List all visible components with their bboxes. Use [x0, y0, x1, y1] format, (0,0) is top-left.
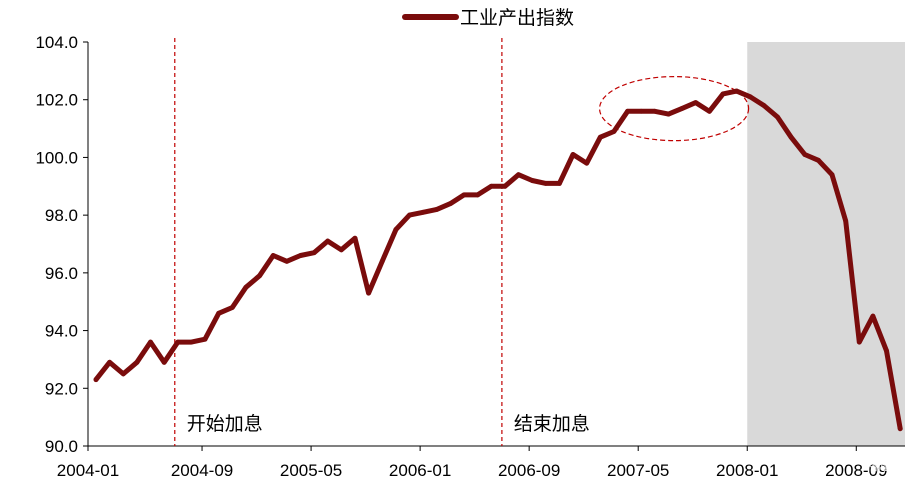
- data-point: [407, 212, 412, 218]
- data-point: [529, 178, 535, 183]
- y-tick-label: 94.0: [45, 322, 78, 341]
- data-point: [311, 250, 317, 256]
- data-point: [570, 152, 576, 157]
- data-point: [652, 108, 658, 114]
- data-point: [843, 218, 849, 224]
- y-tick-label: 102.0: [35, 91, 78, 110]
- data-point: [352, 235, 358, 241]
- data-point: [461, 192, 467, 198]
- recession-shading: [747, 42, 905, 446]
- legend-label: 工业产出指数: [460, 7, 574, 29]
- y-tick-label: 90.0: [45, 437, 78, 456]
- x-tick-label: 2008-01: [716, 461, 778, 480]
- data-point: [298, 253, 303, 258]
- y-tick-label: 92.0: [45, 379, 78, 398]
- data-point: [447, 201, 453, 207]
- y-tick-label: 96.0: [45, 264, 78, 283]
- data-point: [666, 111, 671, 117]
- x-tick-label: 2006-09: [498, 461, 560, 480]
- data-point: [93, 377, 99, 383]
- series-layer: [93, 88, 903, 432]
- data-point: [557, 181, 562, 186]
- data-point: [420, 209, 426, 215]
- data-point: [516, 172, 521, 178]
- data-point: [134, 359, 140, 365]
- data-point: [257, 273, 262, 279]
- axes-layer: 90.0 92.0 94.0 96.0 98.0 100.0 102.0 104.0 2004-…: [35, 33, 905, 480]
- rate-hike-marker-label: 开始加息: [187, 413, 263, 435]
- data-point: [693, 100, 699, 105]
- data-point: [584, 160, 590, 166]
- highlight-ellipse: [598, 75, 750, 142]
- data-point: [611, 129, 617, 134]
- data-point: [870, 313, 876, 319]
- rate-hike-marker-label: 结束加息: [514, 413, 590, 435]
- data-point: [120, 371, 126, 377]
- y-tick-label: 98.0: [45, 206, 78, 225]
- data-point: [488, 183, 494, 189]
- data-point: [393, 227, 399, 232]
- data-point: [884, 348, 889, 354]
- data-point: [161, 359, 167, 365]
- data-point: [815, 157, 821, 163]
- data-point: [788, 134, 794, 140]
- data-point: [148, 339, 153, 345]
- x-tick-label: 2006-01: [389, 461, 451, 480]
- data-point: [638, 108, 644, 114]
- watermark: 格隆汇: [866, 458, 902, 473]
- data-point: [747, 94, 753, 100]
- data-point: [829, 172, 835, 178]
- highlight-layer: [598, 75, 750, 142]
- data-point: [897, 426, 903, 432]
- data-point: [625, 108, 630, 114]
- x-tick-label: 2007-05: [607, 461, 669, 480]
- data-point: [270, 253, 276, 258]
- data-point: [325, 238, 331, 244]
- series-line: [93, 88, 903, 432]
- data-point: [475, 192, 481, 198]
- rate-hike-markers: 开始加息 结束加息: [174, 38, 590, 446]
- x-tick-label: 2005-05: [280, 461, 342, 480]
- data-point: [802, 152, 808, 157]
- x-tick-label: 2004-01: [57, 461, 119, 480]
- recession-shading-layer: [747, 42, 905, 446]
- data-point: [434, 206, 440, 212]
- data-point: [366, 290, 371, 296]
- data-point: [543, 181, 549, 186]
- data-point: [706, 108, 712, 114]
- data-point: [734, 88, 740, 94]
- data-point: [229, 305, 235, 310]
- data-point: [856, 339, 862, 345]
- legend: 工业产出指数: [402, 7, 574, 29]
- data-point: [379, 258, 385, 264]
- data-point: [284, 258, 290, 264]
- data-point: [338, 247, 344, 253]
- data-point: [775, 114, 780, 120]
- data-point: [216, 310, 222, 316]
- data-point: [189, 339, 194, 345]
- data-point: [202, 336, 208, 342]
- y-tick-label: 104.0: [35, 33, 78, 52]
- y-tick-label: 100.0: [35, 148, 78, 167]
- x-tick-label: 2008-09: [825, 461, 887, 480]
- data-point: [761, 103, 767, 108]
- data-point: [597, 134, 603, 140]
- data-point: [679, 105, 685, 111]
- data-point: [720, 91, 726, 97]
- data-point: [502, 183, 508, 189]
- data-point: [107, 359, 113, 365]
- x-tick-label: 2004-09: [171, 461, 233, 480]
- data-point: [243, 284, 249, 290]
- data-point: [175, 339, 181, 345]
